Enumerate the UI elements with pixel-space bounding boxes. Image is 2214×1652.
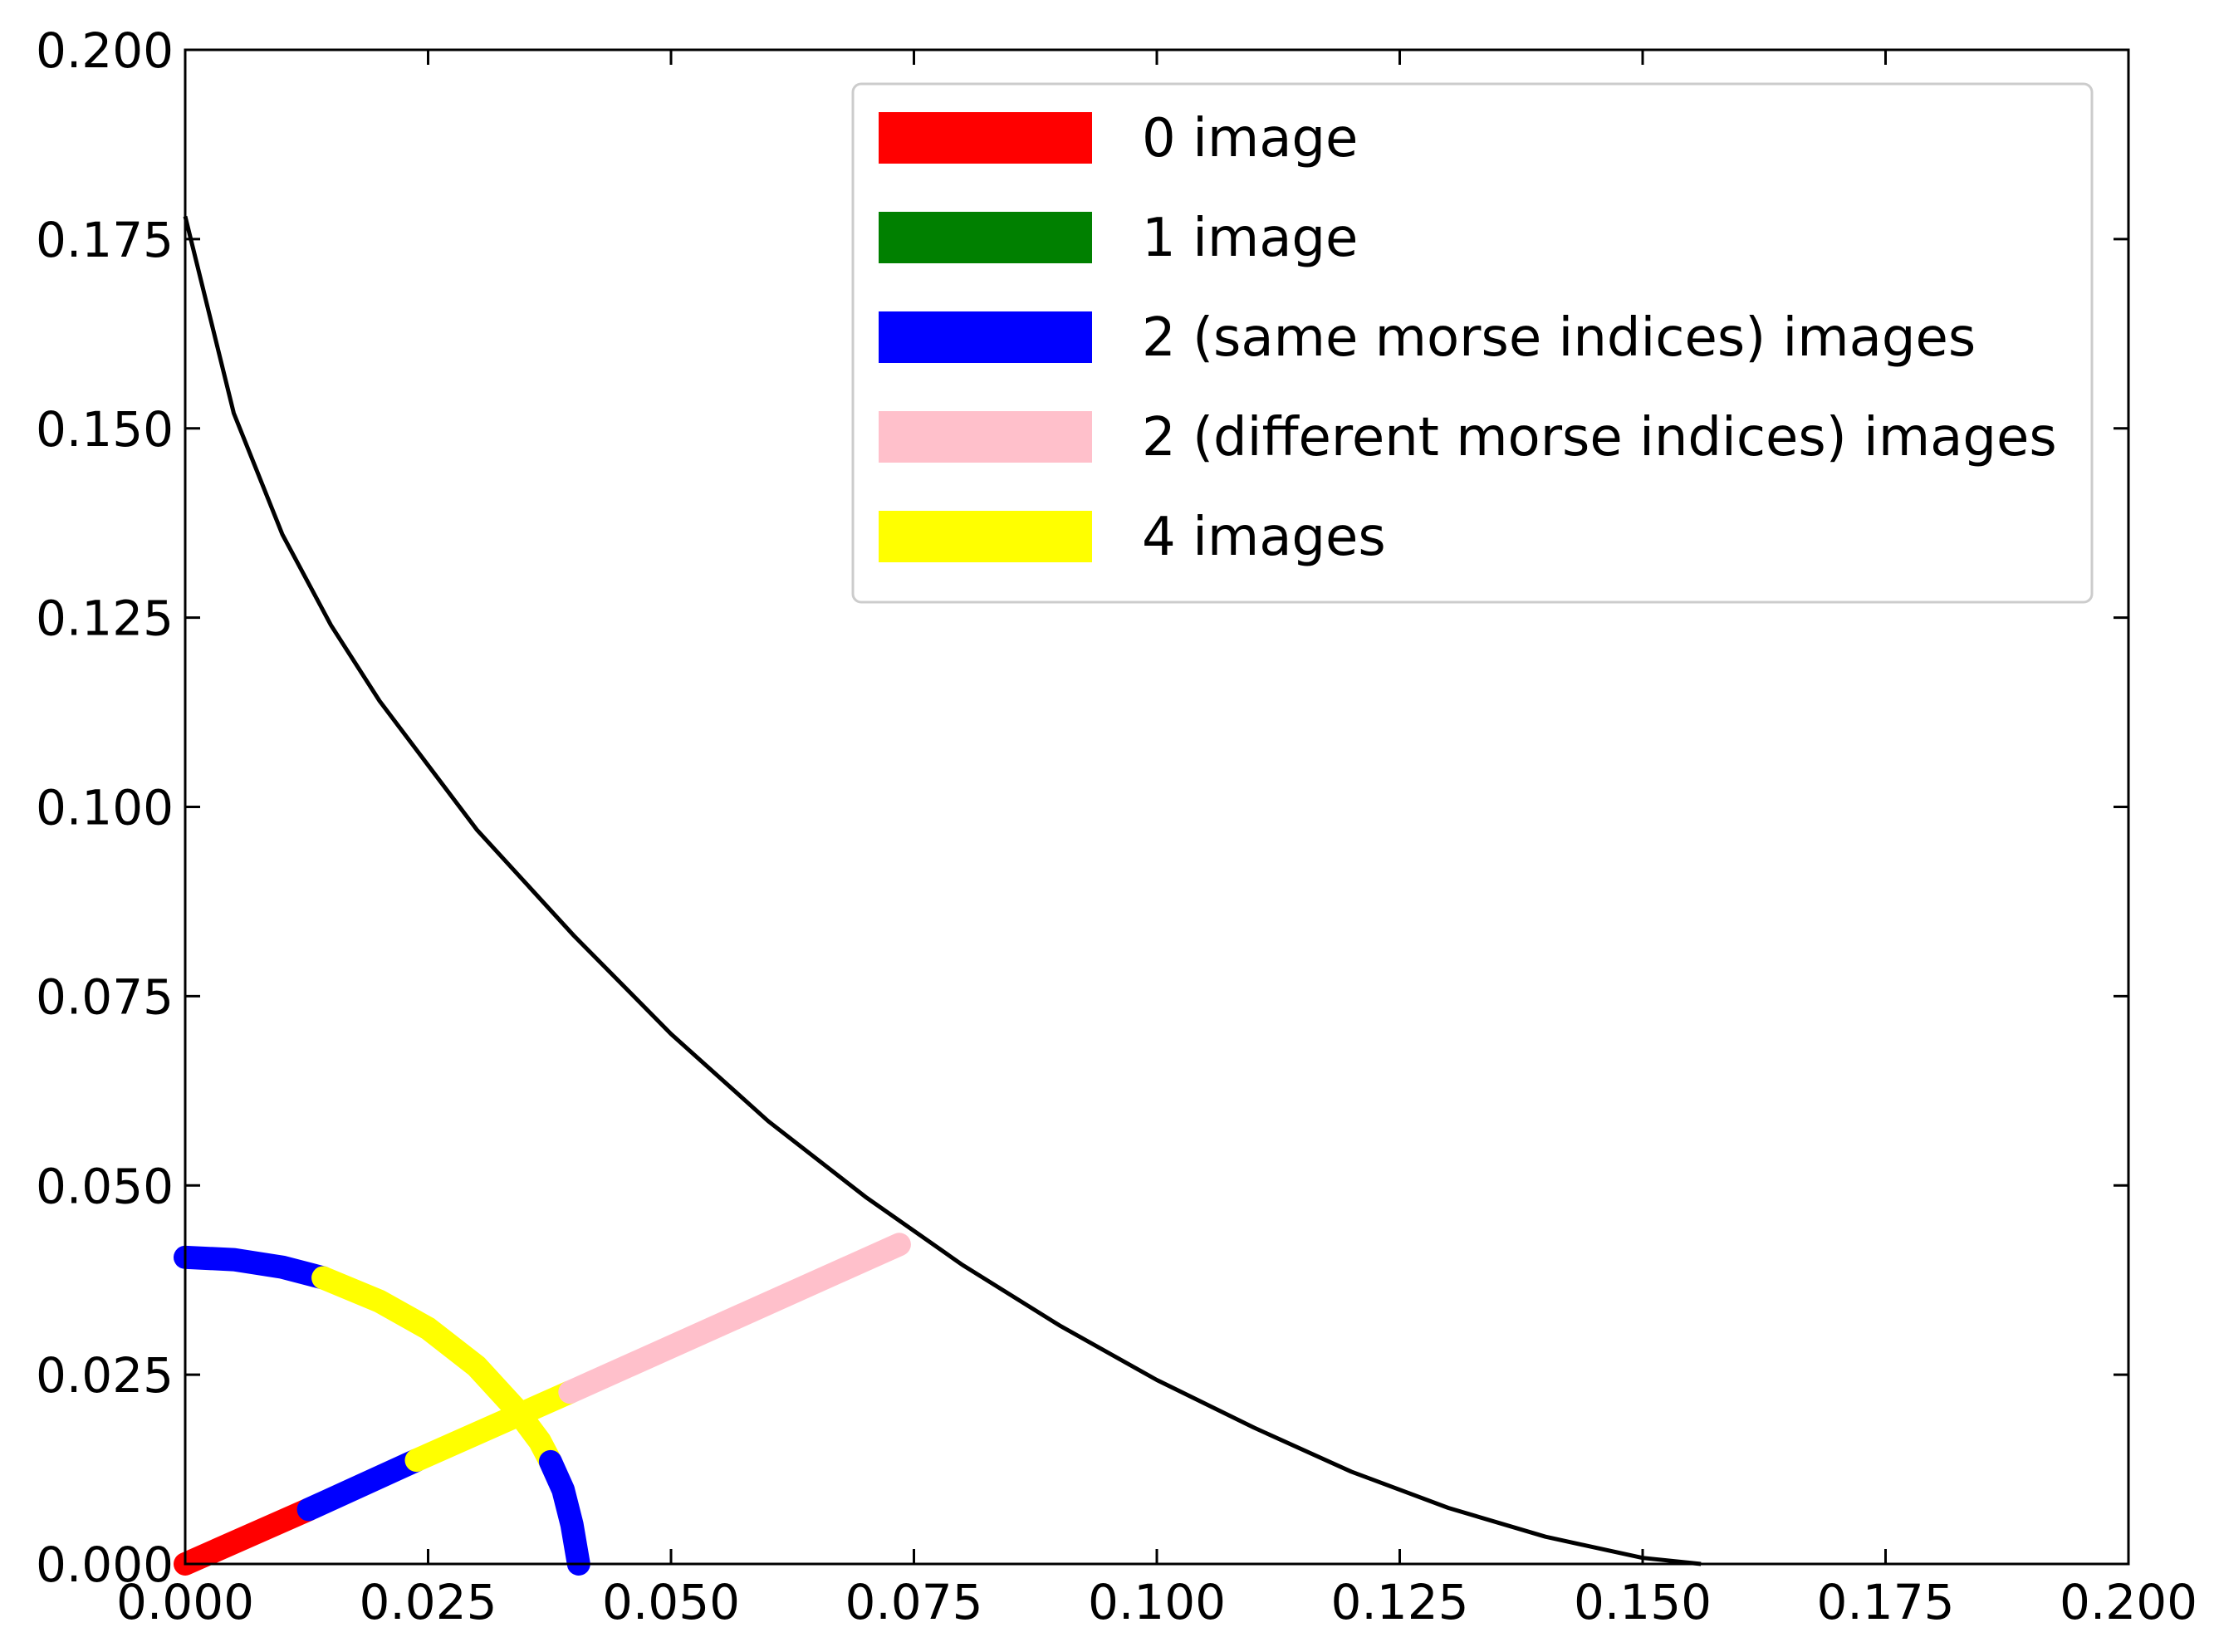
legend-label: 2 (different morse indices) images	[1142, 407, 2057, 468]
legend-label: 0 image	[1142, 108, 1358, 169]
y-tick-label: 0.125	[36, 591, 174, 647]
x-tick-label: 0.175	[1816, 1574, 1954, 1630]
series-segment-5	[404, 1380, 582, 1473]
y-tick-label: 0.100	[36, 780, 174, 836]
boundary-curve	[183, 215, 1702, 1566]
x-tick-label: 0.125	[1330, 1574, 1468, 1630]
x-tick-label: 0.025	[359, 1574, 497, 1630]
x-tick-label: 0.100	[1088, 1574, 1226, 1630]
x-tick-label: 0.000	[116, 1574, 254, 1630]
y-tick-label: 0.175	[36, 212, 174, 268]
x-tick-label: 0.200	[2060, 1574, 2197, 1630]
series-segment-4	[296, 1449, 429, 1522]
y-tick-label: 0.025	[36, 1347, 174, 1404]
x-tick-label: 0.050	[602, 1574, 740, 1630]
axis-ticks: 0.000 0.025 0.050 0.075 0.100 0.125 0.150 0.175…	[36, 22, 2197, 1630]
x-tick-label: 0.150	[1574, 1574, 1712, 1630]
series-segment-2	[538, 1449, 590, 1576]
legend-box	[851, 82, 2094, 604]
series-segment-1	[311, 1266, 562, 1473]
y-tick-label: 0.000	[36, 1537, 174, 1593]
legend-label: 1 image	[1142, 208, 1358, 269]
legend-swatch	[879, 311, 1092, 363]
legend-label: 2 (same morse indices) images	[1142, 307, 1976, 369]
legend-swatch	[879, 212, 1092, 263]
y-tick-label: 0.075	[36, 968, 174, 1025]
series-segment-6	[558, 1233, 911, 1404]
y-tick-label: 0.200	[36, 22, 174, 79]
y-tick-label: 0.050	[36, 1158, 174, 1214]
legend: 0 image 1 image 2 (same morse indices) ima…	[851, 82, 2094, 604]
series-segment-0	[174, 1245, 336, 1290]
legend-label: 4 images	[1142, 507, 1386, 568]
series-segment-3	[174, 1498, 321, 1576]
legend-swatch	[879, 511, 1092, 562]
legend-swatch	[879, 411, 1092, 463]
y-tick-label: 0.150	[36, 401, 174, 458]
x-tick-label: 0.075	[845, 1574, 982, 1630]
plot-data	[174, 215, 1702, 1576]
legend-swatch	[879, 112, 1092, 164]
